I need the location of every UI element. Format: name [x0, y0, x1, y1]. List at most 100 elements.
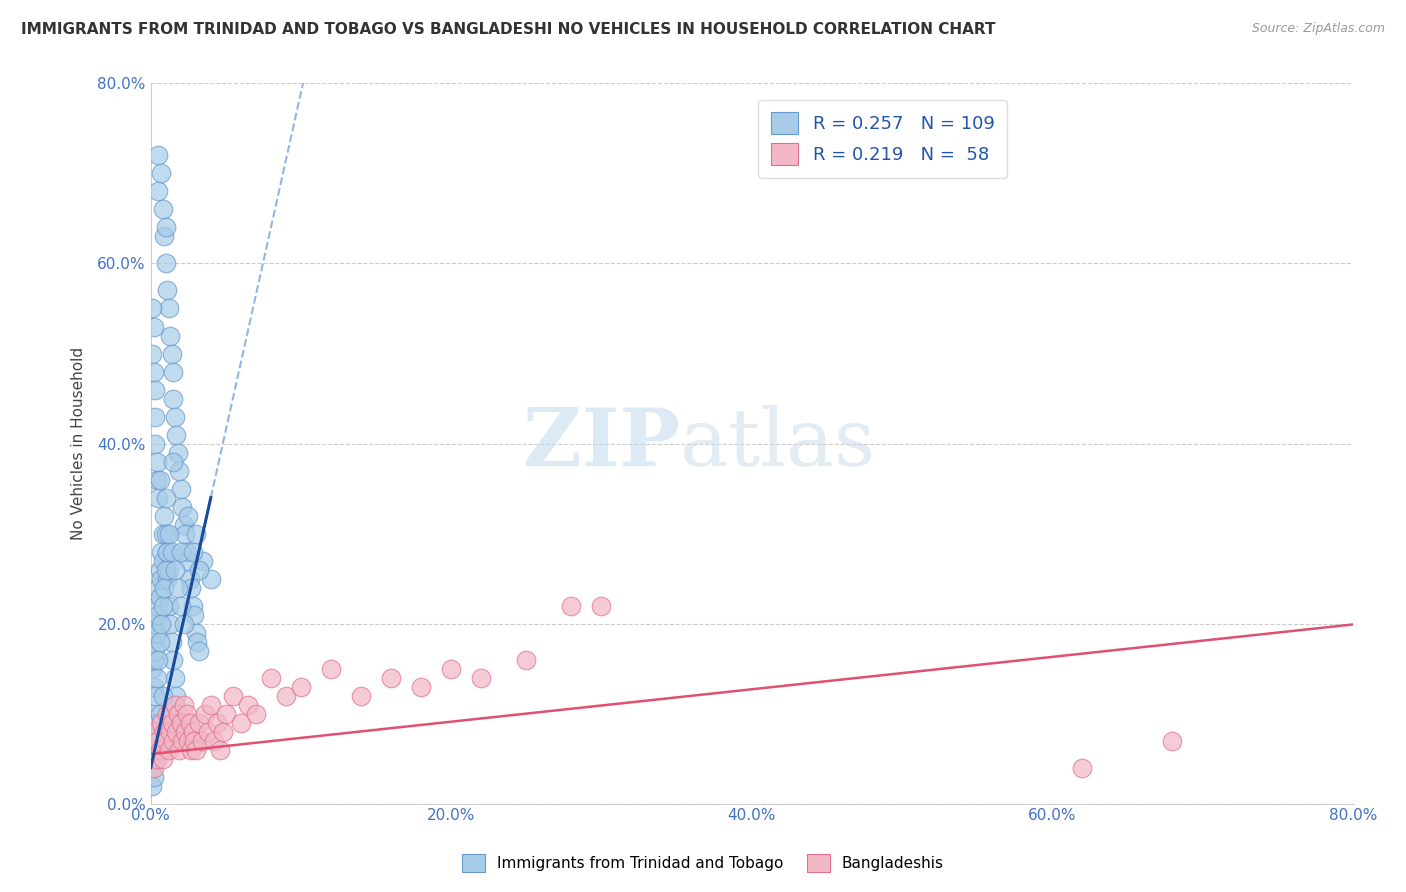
Point [215, 706, 238, 721]
Point [184, 742, 207, 756]
Point [181, 544, 204, 558]
Point [148, 715, 170, 730]
Point [143, 689, 166, 703]
Point [142, 652, 165, 666]
Point [205, 715, 228, 730]
Point [157, 301, 180, 316]
Point [411, 680, 433, 694]
Point [191, 733, 214, 747]
Point [166, 706, 188, 721]
Point [141, 742, 163, 756]
Point [177, 733, 200, 747]
Point [150, 572, 173, 586]
Point [143, 724, 166, 739]
Point [141, 634, 163, 648]
Point [174, 526, 197, 541]
Point [155, 563, 177, 577]
Point [173, 517, 195, 532]
Point [160, 544, 183, 558]
Point [142, 680, 165, 694]
Point [141, 301, 163, 316]
Point [153, 724, 176, 739]
Point [177, 508, 200, 523]
Point [153, 508, 176, 523]
Point [208, 742, 231, 756]
Point [184, 625, 207, 640]
Point [149, 706, 172, 721]
Point [155, 491, 177, 505]
Point [290, 680, 312, 694]
Point [238, 698, 260, 712]
Point [142, 733, 165, 747]
Point [142, 364, 165, 378]
Point [148, 581, 170, 595]
Point [1161, 733, 1184, 747]
Point [350, 689, 373, 703]
Point [165, 427, 187, 442]
Point [162, 733, 184, 747]
Point [166, 581, 188, 595]
Point [150, 616, 173, 631]
Point [155, 733, 177, 747]
Point [145, 625, 167, 640]
Point [148, 733, 170, 747]
Text: atlas: atlas [679, 405, 875, 483]
Point [141, 742, 163, 756]
Point [180, 581, 202, 595]
Point [153, 229, 176, 244]
Point [173, 616, 195, 631]
Point [183, 733, 205, 747]
Point [150, 544, 173, 558]
Point [193, 553, 215, 567]
Point [260, 671, 283, 685]
Point [155, 220, 177, 235]
Point [156, 572, 179, 586]
Point [183, 607, 205, 622]
Point [176, 544, 198, 558]
Point [148, 185, 170, 199]
Point [156, 544, 179, 558]
Point [160, 634, 183, 648]
Point [163, 671, 186, 685]
Point [200, 698, 222, 712]
Point [187, 643, 209, 657]
Point [177, 553, 200, 567]
Point [145, 671, 167, 685]
Point [157, 526, 180, 541]
Point [148, 148, 170, 162]
Point [162, 652, 184, 666]
Point [149, 742, 172, 756]
Point [142, 770, 165, 784]
Point [211, 724, 233, 739]
Point [174, 724, 197, 739]
Point [162, 392, 184, 406]
Point [160, 715, 183, 730]
Point [591, 599, 613, 613]
Point [141, 724, 163, 739]
Point [187, 715, 209, 730]
Point [145, 751, 167, 765]
Point [148, 607, 170, 622]
Point [179, 715, 201, 730]
Point [145, 473, 167, 487]
Point [162, 454, 184, 468]
Text: ZIP: ZIP [523, 405, 679, 483]
Point [167, 464, 190, 478]
Point [165, 689, 187, 703]
Point [142, 616, 165, 631]
Point [150, 166, 173, 180]
Point [181, 724, 204, 739]
Point [157, 599, 180, 613]
Point [159, 328, 181, 343]
Point [152, 751, 174, 765]
Legend: R = 0.257   N = 109, R = 0.219   N =  58: R = 0.257 N = 109, R = 0.219 N = 58 [758, 100, 1007, 178]
Point [149, 473, 172, 487]
Point [470, 671, 492, 685]
Point [163, 563, 186, 577]
Point [141, 761, 163, 775]
Point [150, 715, 173, 730]
Point [148, 652, 170, 666]
Point [142, 706, 165, 721]
Point [153, 581, 176, 595]
Point [152, 689, 174, 703]
